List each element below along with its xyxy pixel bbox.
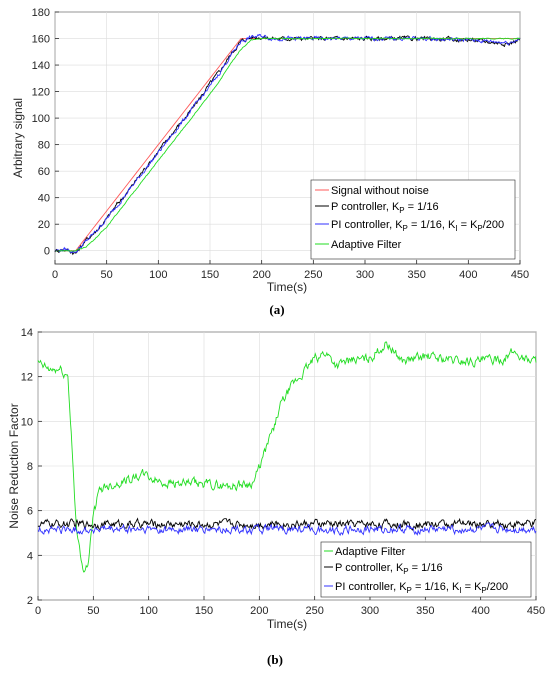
y-tick-label: 2 [27, 595, 33, 607]
caption-b: (b) [267, 652, 283, 667]
x-tick-label: 100 [139, 605, 157, 617]
series-line-pi-controller-k-p-1-16-k-i-k-p-200 [37, 522, 537, 537]
y-tick-label: 60 [38, 166, 50, 178]
panel-b-legend: Adaptive Filter P controller, KP = 1/16 … [320, 541, 532, 598]
y-tick-label: 80 [38, 140, 50, 152]
panel-a-series [54, 33, 521, 256]
legend-a-label-1: Signal without noise [331, 185, 429, 197]
x-tick-label: 400 [459, 269, 477, 281]
legend-a-label-4: Adaptive Filter [331, 239, 402, 251]
x-tick-label: 50 [101, 269, 113, 281]
y-tick-label: 120 [32, 87, 50, 99]
panel-a-chart: 0 50 100 150 200 250 300 350 400 450 0 20 40 60 80 100 1… [11, 7, 529, 317]
x-tick-label: 100 [149, 269, 167, 281]
panel-b-ylabel: Noise Reduction Factor [7, 403, 21, 528]
panel-a-ticks: 0 50 100 150 200 250 300 350 400 450 0 20 40 60 80 100 1… [32, 7, 530, 281]
legend-b-label-3: PI controller, KP = 1/16, KI = KP/200 [335, 581, 508, 595]
x-tick-label: 350 [416, 605, 434, 617]
y-tick-label: 14 [21, 327, 33, 339]
y-tick-label: 10 [21, 416, 33, 428]
panel-a-ylabel: Arbitrary signal [11, 98, 25, 178]
y-tick-label: 180 [32, 7, 50, 19]
panel-a-xlabel: Time(s) [267, 280, 307, 294]
legend-a-label-3: PI controller, KP = 1/16, KI = KP/200 [331, 219, 504, 233]
panel-a-legend-box [310, 179, 516, 260]
panel-b-chart: 0 50 100 150 200 250 300 350 400 450 2 4 6 8 10 12 14 Ti… [7, 327, 545, 667]
x-tick-label: 250 [304, 269, 322, 281]
x-tick-label: 150 [195, 605, 213, 617]
panel-b-legend-box [320, 541, 532, 598]
y-tick-label: 160 [32, 34, 50, 46]
x-tick-label: 450 [511, 269, 529, 281]
x-tick-label: 400 [471, 605, 489, 617]
x-tick-label: 200 [252, 269, 270, 281]
panel-a-legend: Signal without noise P controller, KP = … [310, 179, 516, 260]
x-tick-label: 50 [87, 605, 99, 617]
series-line-adaptive-filter [37, 341, 537, 573]
x-tick-label: 350 [407, 269, 425, 281]
y-tick-label: 8 [27, 461, 33, 473]
x-tick-label: 300 [356, 269, 374, 281]
y-tick-label: 4 [27, 550, 33, 562]
panel-b-xlabel: Time(s) [267, 617, 307, 631]
caption-a: (a) [269, 302, 284, 317]
legend-a-label-2: P controller, KP = 1/16 [331, 201, 439, 215]
x-tick-label: 200 [250, 605, 268, 617]
legend-b-label-1: Adaptive Filter [335, 546, 406, 558]
x-tick-label: 250 [305, 605, 323, 617]
panel-b-ticks: 0 50 100 150 200 250 300 350 400 450 2 4 6 8 10 12 14 [21, 327, 545, 617]
x-tick-label: 450 [527, 605, 545, 617]
y-tick-label: 6 [27, 506, 33, 518]
series-line-pi-controller-k-p-1-16-k-i-k-p-200 [54, 33, 521, 254]
x-tick-label: 0 [52, 269, 58, 281]
y-tick-label: 20 [38, 219, 50, 231]
series-line-adaptive-filter [54, 37, 521, 252]
y-tick-label: 100 [32, 113, 50, 125]
x-tick-label: 300 [361, 605, 379, 617]
panel-b-series [37, 341, 537, 573]
x-tick-label: 150 [201, 269, 219, 281]
y-tick-label: 140 [32, 60, 50, 72]
legend-b-label-2: P controller, KP = 1/16 [335, 562, 443, 576]
y-tick-label: 0 [44, 246, 50, 258]
y-tick-label: 40 [38, 193, 50, 205]
y-tick-label: 12 [21, 372, 33, 384]
series-line-p-controller-k-p-1-16 [37, 517, 537, 532]
panel-b-grid [37, 331, 537, 601]
x-tick-label: 0 [35, 605, 41, 617]
